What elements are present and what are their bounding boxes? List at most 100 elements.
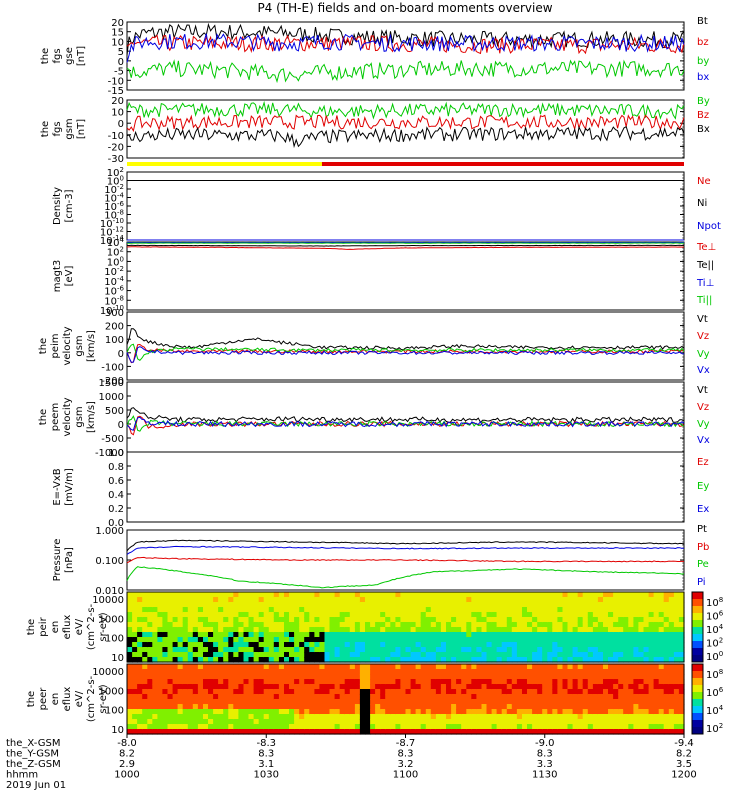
- heatmap-cell: [481, 704, 488, 710]
- heatmap-cell: [132, 689, 138, 695]
- y-tick-label: 10: [111, 653, 124, 664]
- heatmap-cell: [197, 602, 204, 608]
- heatmap-cell: [334, 632, 341, 638]
- heatmap-cell: [522, 689, 528, 695]
- heatmap-cell: [522, 627, 528, 633]
- heatmap-cell: [319, 689, 326, 695]
- heatmap-cell: [344, 607, 351, 613]
- heatmap-cell: [380, 679, 386, 685]
- heatmap-cell: [522, 714, 528, 720]
- heatmap-cell: [268, 714, 275, 720]
- heatmap-cell: [562, 694, 569, 700]
- heatmap-cell: [597, 642, 604, 648]
- heatmap-cell: [435, 704, 442, 710]
- heatmap-cell: [481, 719, 488, 725]
- heatmap-cell: [653, 724, 660, 730]
- heatmap-cell: [516, 602, 523, 608]
- x-tick-label: 1000: [114, 770, 139, 781]
- heatmap-cell: [608, 689, 614, 695]
- heatmap-cell: [628, 689, 634, 695]
- heatmap-cell: [137, 684, 143, 690]
- heatmap-cell: [334, 602, 341, 608]
- heatmap-cell: [273, 709, 280, 715]
- heatmap-cell: [653, 657, 660, 663]
- heatmap-cell: [324, 674, 331, 680]
- heatmap-cell: [167, 617, 174, 623]
- heatmap-cell: [522, 674, 528, 680]
- heatmap-cell: [582, 632, 589, 638]
- heatmap-cell: [208, 637, 214, 643]
- heatmap-cell: [223, 627, 229, 633]
- heatmap-cell: [243, 719, 250, 725]
- heatmap-cell: [562, 642, 569, 648]
- heatmap-cell: [673, 592, 680, 598]
- heatmap-cell: [658, 657, 665, 663]
- heatmap-cell: [375, 642, 381, 648]
- heatmap-cell: [218, 657, 224, 663]
- heatmap-cell: [233, 709, 239, 715]
- heatmap-cell: [501, 694, 508, 700]
- heatmap-cell: [420, 724, 427, 730]
- heatmap-cell: [162, 597, 169, 603]
- heatmap-cell: [218, 719, 224, 725]
- heatmap-cell: [162, 664, 169, 670]
- heatmap-cell: [248, 632, 255, 638]
- heatmap-cell: [137, 664, 143, 670]
- heatmap-cell: [673, 612, 680, 618]
- heatmap-cell: [142, 622, 148, 628]
- heatmap-cell: [476, 637, 483, 643]
- heatmap-cell: [456, 622, 462, 628]
- heatmap-cell: [557, 664, 564, 670]
- heatmap-cell: [375, 647, 381, 653]
- heatmap-cell: [481, 669, 488, 675]
- heatmap-cell: [152, 694, 158, 700]
- heatmap-cell: [451, 684, 457, 690]
- heatmap-cell: [314, 709, 321, 715]
- heatmap-cell: [577, 627, 584, 633]
- heatmap-cell: [501, 652, 508, 658]
- heatmap-cell: [567, 592, 574, 598]
- heatmap-cell: [354, 684, 361, 690]
- heatmap-cell: [532, 627, 538, 633]
- heatmap-cell: [658, 719, 665, 725]
- heatmap-cell: [481, 617, 488, 623]
- heatmap-cell: [197, 679, 204, 685]
- heatmap-cell: [400, 674, 407, 680]
- heatmap-cell: [238, 602, 245, 608]
- heatmap-cell: [628, 642, 634, 648]
- heatmap-cell: [284, 652, 290, 658]
- heatmap-cell: [430, 694, 437, 700]
- heatmap-cell: [420, 714, 427, 720]
- heatmap-cell: [344, 709, 351, 715]
- heatmap-cell: [537, 657, 543, 663]
- heatmap-cell: [673, 637, 680, 643]
- heatmap-cell: [592, 637, 599, 643]
- heatmap-cell: [527, 652, 533, 658]
- heatmap-cell: [613, 689, 619, 695]
- heatmap-cell: [354, 724, 361, 730]
- heatmap-cell: [420, 699, 427, 705]
- heatmap-cell: [324, 617, 331, 623]
- heatmap-cell: [618, 642, 624, 648]
- y-axis-label: gse: [64, 47, 75, 65]
- heatmap-cell: [597, 597, 604, 603]
- y-tick-label: 10-4: [104, 275, 124, 288]
- heatmap-cell: [258, 592, 265, 598]
- heatmap-cell: [430, 632, 437, 638]
- heatmap-cell: [673, 642, 680, 648]
- heatmap-cell: [162, 642, 169, 648]
- heatmap-cell: [440, 597, 447, 603]
- colorbar-swatch: [692, 706, 703, 714]
- heatmap-cell: [354, 729, 361, 735]
- heatmap-cell: [157, 647, 164, 653]
- heatmap-cell: [172, 684, 179, 690]
- heatmap-cell: [572, 694, 579, 700]
- heatmap-cell: [334, 664, 341, 670]
- heatmap-cell: [339, 607, 346, 613]
- heatmap-cell: [354, 637, 361, 643]
- heatmap-cell: [253, 632, 260, 638]
- heatmap-cell: [370, 679, 376, 685]
- heatmap-cell: [496, 719, 503, 725]
- heatmap-cell: [410, 602, 417, 608]
- heatmap-cell: [522, 592, 528, 598]
